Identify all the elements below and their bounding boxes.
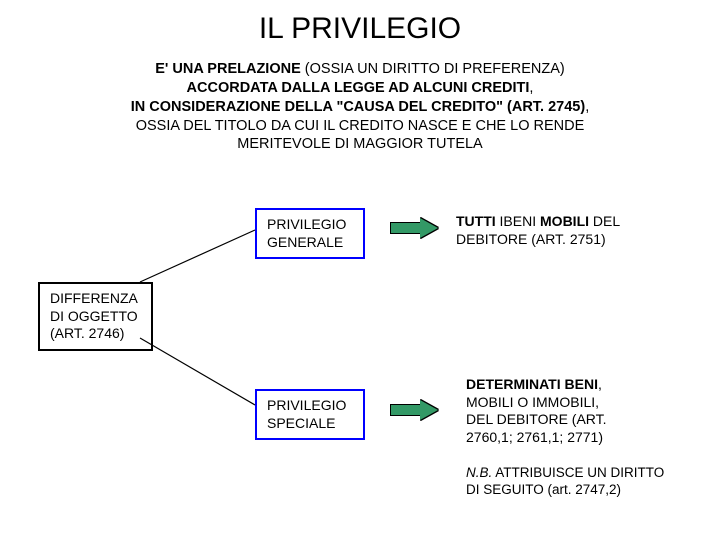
branch-connector: [120, 200, 280, 420]
footnote-diritto-seguito: N.B. ATTRIBUISCE UN DIRITTO DI SEGUITO (…: [466, 465, 666, 499]
desc-privilegio-speciale: DETERMINATI BENI,MOBILI O IMMOBILI,DEL D…: [466, 376, 666, 446]
box-line: (ART. 2746): [50, 325, 124, 341]
intro-text: E' UNA PRELAZIONE (OSSIA UN DIRITTO DI P…: [100, 60, 620, 154]
page-title: IL PRIVILEGIO: [0, 12, 720, 46]
arrow-icon: [390, 400, 438, 420]
arrow-icon: [390, 218, 438, 238]
desc-privilegio-generale: TUTTI IBENI MOBILI DEL DEBITORE (ART. 27…: [456, 213, 666, 248]
